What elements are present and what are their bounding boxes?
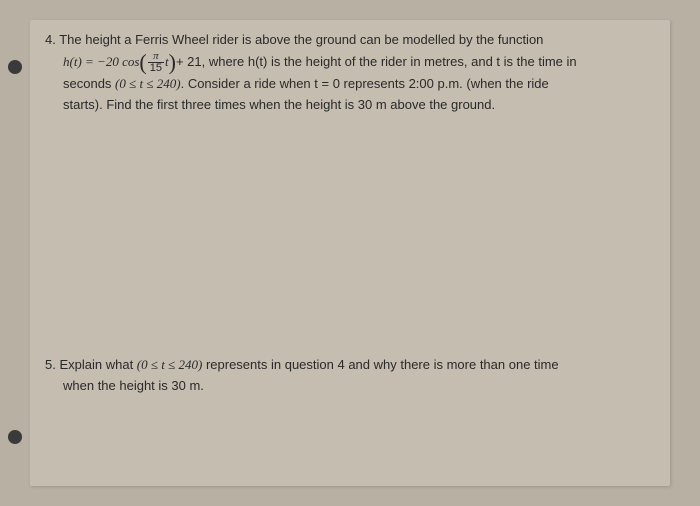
worksheet-page: 4. The height a Ferris Wheel rider is ab… (30, 20, 670, 486)
q4-eq-suffix: + 21 (176, 54, 202, 69)
q5-line2: when the height is 30 m. (45, 376, 655, 397)
punch-hole-top (8, 60, 22, 74)
q4-text3b: . Consider a ride when t = 0 represents … (181, 76, 549, 91)
q5-line1: 5. Explain what (0 ≤ t ≤ 240) represents… (45, 355, 655, 376)
q5-text1a: Explain what (59, 357, 136, 372)
q5-text1b: represents in question 4 and why there i… (202, 357, 558, 372)
q4-text4: starts). Find the first three times when… (63, 97, 495, 112)
q4-interval: (0 ≤ t ≤ 240) (115, 76, 181, 91)
q5-text2: when the height is 30 m. (63, 378, 204, 393)
q4-number: 4. (45, 32, 56, 47)
q4-line2: h(t) = −20 cos(π15t)+ 21, where h(t) is … (45, 51, 655, 74)
q5-interval: (0 ≤ t ≤ 240) (137, 357, 203, 372)
q4-line3: seconds (0 ≤ t ≤ 240). Consider a ride w… (45, 74, 655, 95)
question-4: 4. The height a Ferris Wheel rider is ab… (45, 30, 655, 115)
q4-frac-num: π (148, 51, 164, 63)
q4-fraction: π15 (148, 51, 164, 74)
q4-text1: The height a Ferris Wheel rider is above… (59, 32, 543, 47)
q4-text2: , where h(t) is the height of the rider … (202, 54, 577, 69)
punch-hole-bottom (8, 430, 22, 444)
question-5: 5. Explain what (0 ≤ t ≤ 240) represents… (45, 355, 655, 397)
q4-paren-open: ( (139, 49, 146, 74)
q4-line4: starts). Find the first three times when… (45, 95, 655, 116)
q4-paren-close: ) (169, 49, 176, 74)
q4-frac-den: 15 (148, 63, 164, 74)
q4-text3a: seconds (63, 76, 115, 91)
q4-eq-prefix: h(t) = −20 cos (63, 54, 139, 69)
q4-line1: 4. The height a Ferris Wheel rider is ab… (45, 30, 655, 51)
q5-number: 5. (45, 357, 56, 372)
